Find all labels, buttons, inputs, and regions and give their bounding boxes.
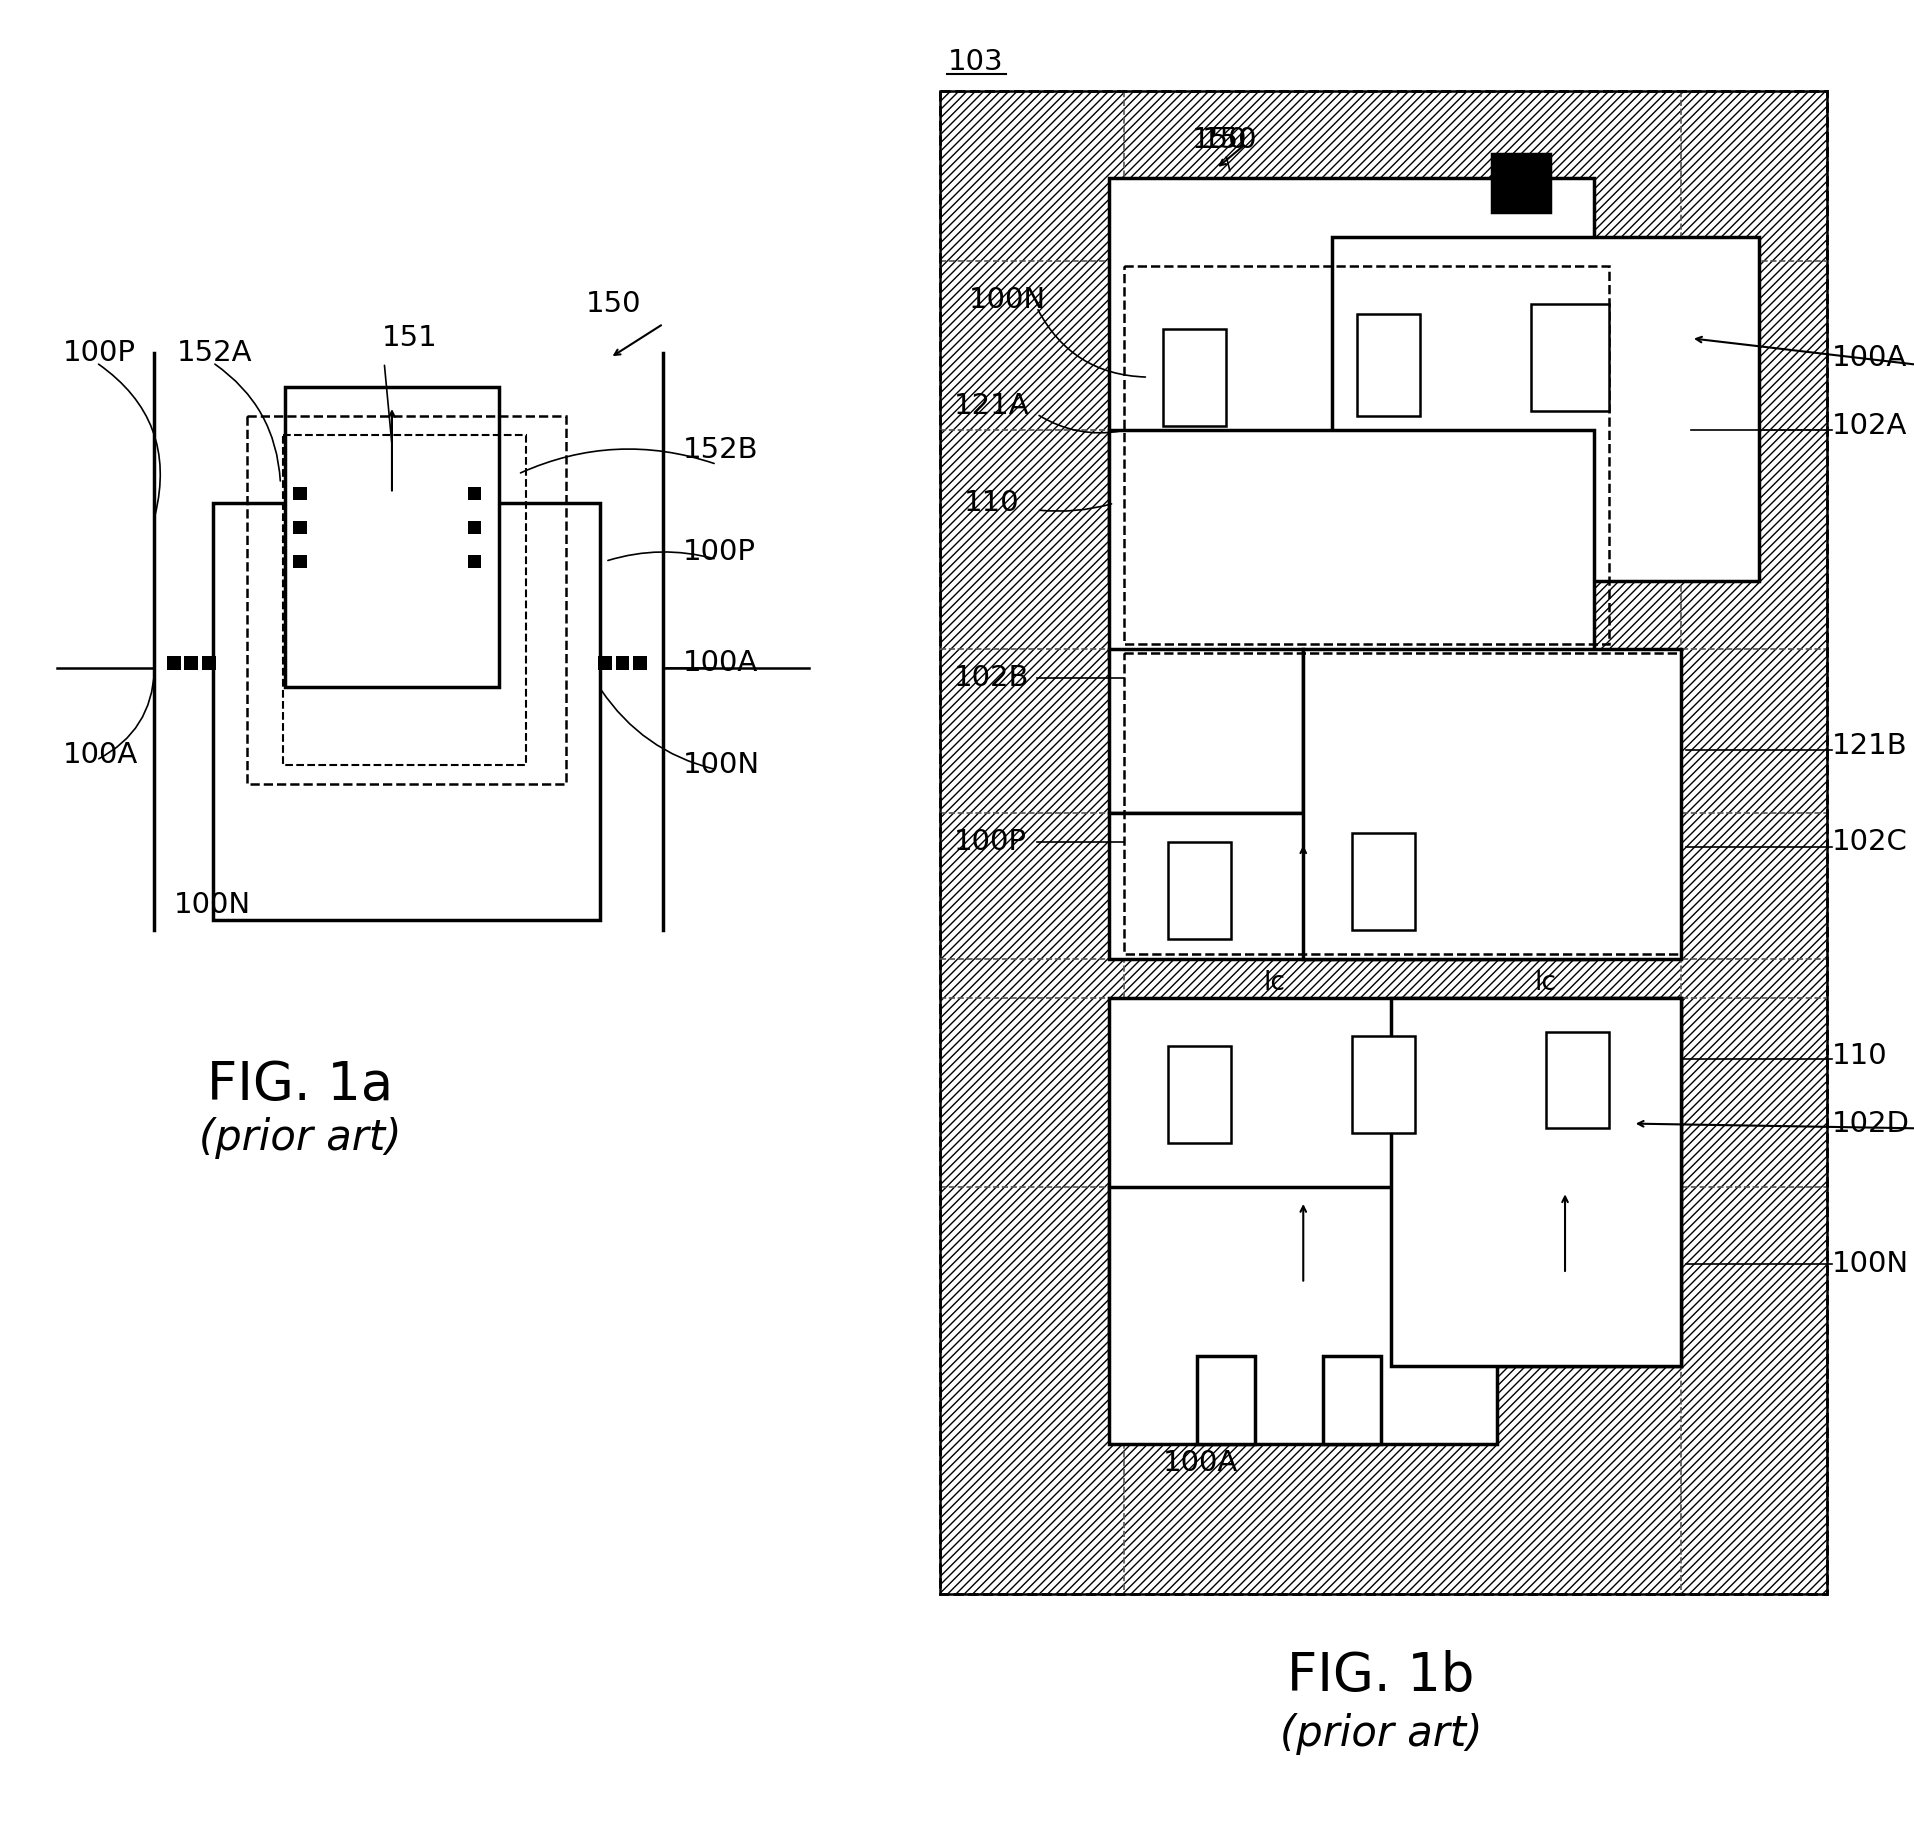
- Bar: [467, 486, 480, 501]
- Bar: [467, 521, 480, 534]
- Bar: [599, 657, 612, 670]
- Bar: [1323, 1357, 1380, 1443]
- Text: 100P: 100P: [63, 339, 136, 366]
- Bar: [1351, 1036, 1414, 1134]
- Bar: [616, 657, 630, 670]
- Bar: [1108, 998, 1680, 1366]
- Text: (prior art): (prior art): [199, 1117, 400, 1160]
- Text: 121A: 121A: [953, 392, 1030, 420]
- Text: 102C: 102C: [1830, 828, 1906, 856]
- Bar: [247, 416, 567, 784]
- Bar: [293, 486, 306, 501]
- Bar: [1303, 648, 1680, 959]
- Text: 100P: 100P: [953, 828, 1026, 856]
- Bar: [184, 657, 197, 670]
- Bar: [1390, 998, 1680, 1366]
- Bar: [1124, 1013, 1680, 1357]
- Text: FIG. 1a: FIG. 1a: [207, 1059, 392, 1110]
- Text: 103: 103: [947, 48, 1003, 75]
- Bar: [1108, 814, 1592, 959]
- Bar: [201, 657, 216, 670]
- Bar: [1545, 1031, 1608, 1129]
- Text: 100A: 100A: [63, 742, 138, 770]
- Text: 102A: 102A: [1830, 412, 1906, 440]
- Text: 100A: 100A: [683, 650, 758, 677]
- Text: 100N: 100N: [968, 285, 1045, 313]
- Bar: [293, 554, 306, 569]
- Text: 100A: 100A: [1830, 344, 1906, 372]
- Text: 152B: 152B: [683, 436, 758, 464]
- Bar: [283, 434, 526, 764]
- Text: 110: 110: [1830, 1042, 1887, 1070]
- Bar: [467, 554, 480, 569]
- Bar: [1168, 1046, 1231, 1143]
- Bar: [1351, 832, 1414, 930]
- Text: 150: 150: [586, 291, 641, 318]
- Bar: [1355, 315, 1418, 416]
- Text: 100N: 100N: [174, 891, 251, 919]
- Text: 150: 150: [1200, 125, 1256, 153]
- Text: 110: 110: [963, 490, 1018, 517]
- Bar: [1531, 304, 1608, 411]
- Text: 100N: 100N: [683, 751, 760, 779]
- Text: 151: 151: [383, 324, 438, 352]
- Bar: [1491, 155, 1550, 212]
- Bar: [940, 90, 1826, 1594]
- Text: lc: lc: [1263, 970, 1284, 996]
- Bar: [285, 387, 498, 687]
- Bar: [1168, 843, 1231, 939]
- Text: 100A: 100A: [1162, 1449, 1236, 1476]
- Bar: [1196, 1357, 1254, 1443]
- Text: 121B: 121B: [1830, 731, 1906, 760]
- Text: 102B: 102B: [953, 663, 1030, 692]
- Bar: [167, 657, 180, 670]
- Bar: [1108, 648, 1303, 814]
- Bar: [1162, 330, 1225, 425]
- Bar: [1108, 431, 1592, 659]
- Bar: [1108, 1187, 1497, 1443]
- Bar: [293, 521, 306, 534]
- Text: lc: lc: [1533, 970, 1556, 996]
- Bar: [940, 90, 1826, 1594]
- Bar: [1124, 654, 1680, 954]
- Text: FIG. 1b: FIG. 1b: [1286, 1650, 1474, 1703]
- Text: (prior art): (prior art): [1279, 1714, 1481, 1754]
- Text: 100N: 100N: [1830, 1250, 1908, 1278]
- Text: 102D: 102D: [1830, 1110, 1908, 1138]
- Bar: [1491, 155, 1550, 212]
- Bar: [1108, 179, 1592, 580]
- Text: 100P: 100P: [683, 538, 756, 565]
- Text: 152A: 152A: [176, 339, 253, 366]
- Bar: [1332, 236, 1757, 580]
- Bar: [634, 657, 647, 670]
- Text: 150: 150: [1191, 125, 1246, 153]
- Bar: [212, 503, 601, 920]
- Bar: [1124, 265, 1608, 644]
